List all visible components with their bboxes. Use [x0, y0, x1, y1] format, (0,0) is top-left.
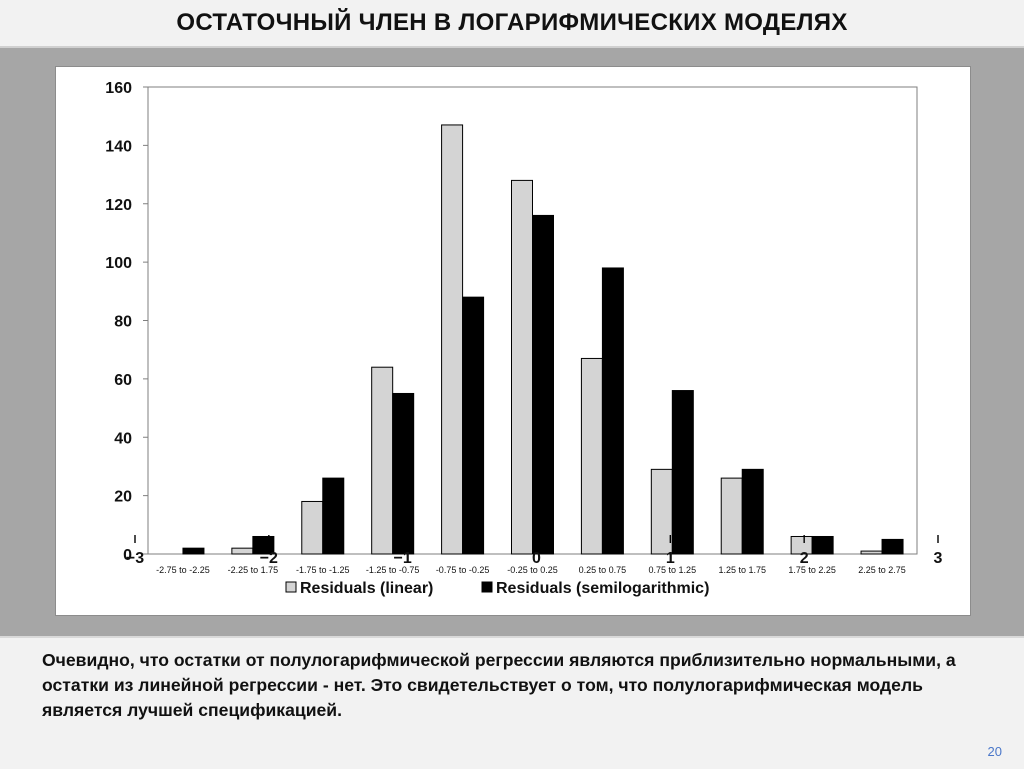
bar-linear	[441, 124, 464, 555]
x-category-label: -2.25 to 1.75	[228, 565, 279, 575]
bar-semilog	[881, 538, 904, 555]
x-category-label: -1.25 to -0.75	[366, 565, 420, 575]
y-tick-label: 160	[105, 80, 132, 97]
bar-linear	[580, 357, 603, 555]
overlay-x-tick-label: 0	[532, 550, 541, 567]
bar-linear	[860, 550, 883, 555]
title-bar: ОСТАТОЧНЫЙ ЧЛЕН В ЛОГАРИФМИЧЕСКИХ МОДЕЛЯ…	[0, 0, 1024, 48]
overlay-x-tick-label: −3	[126, 550, 144, 567]
overlay-x-tick-label: −1	[394, 550, 412, 567]
x-category-label: 0.75 to 1.25	[649, 565, 697, 575]
x-category-label: -2.75 to -2.25	[156, 565, 210, 575]
legend-swatch	[285, 581, 297, 593]
bar-linear	[511, 179, 533, 555]
page-number: 20	[987, 744, 1002, 759]
bar-semilog	[601, 267, 624, 555]
legend-label: Residuals (semilogarithmic)	[496, 580, 709, 597]
bar-semilog	[392, 392, 415, 555]
bar-semilog	[322, 477, 345, 555]
y-tick-label: 140	[105, 138, 132, 155]
conclusion-panel: Очевидно, что остатки от полулогарифмиче…	[0, 636, 1024, 769]
bar-semilog	[462, 296, 485, 555]
bar-semilog	[811, 535, 834, 555]
bar-linear	[371, 366, 394, 555]
y-tick-label: 40	[114, 430, 132, 447]
x-category-label: -0.75 to -0.25	[436, 565, 490, 575]
legend-swatch	[481, 581, 493, 593]
chart-panel: 0 20 40 60 80 100 120 140 160 -2.75 to -2.25 -2.25…	[55, 66, 971, 616]
conclusion-text: Очевидно, что остатки от полулогарифмиче…	[42, 650, 956, 720]
bar-linear	[231, 547, 254, 555]
overlay-x-tick-label: −2	[260, 550, 278, 567]
overlay-x-tick-label: 2	[800, 550, 809, 567]
y-tick-label: 80	[114, 314, 132, 331]
bar-semilog	[532, 214, 554, 555]
legend-label: Residuals (linear)	[300, 580, 433, 597]
overlay-x-tick-label: 1	[666, 550, 675, 567]
x-category-label: 2.25 to 2.75	[858, 565, 906, 575]
x-category-label: 1.75 to 2.25	[788, 565, 836, 575]
x-category-label: -0.25 to 0.25	[507, 565, 558, 575]
x-category-label: 1.25 to 1.75	[718, 565, 766, 575]
bar-semilog	[671, 390, 694, 555]
y-tick-label: 60	[114, 372, 132, 389]
slide-title: ОСТАТОЧНЫЙ ЧЛЕН В ЛОГАРИФМИЧЕСКИХ МОДЕЛЯ…	[176, 9, 848, 36]
bar-semilog	[741, 468, 764, 555]
y-tick-label: 100	[105, 255, 132, 272]
bar-linear	[301, 500, 324, 555]
overlay-x-tick-label: 3	[934, 550, 943, 567]
y-tick-label: 20	[114, 489, 132, 506]
y-tick-label: 120	[105, 197, 132, 214]
x-category-label: -1.75 to -1.25	[296, 565, 350, 575]
bar-linear	[650, 468, 673, 555]
x-category-label: 0.25 to 0.75	[579, 565, 627, 575]
bar-semilog	[182, 547, 205, 555]
y-tick-label: 0	[123, 547, 132, 564]
bar-linear	[720, 477, 743, 555]
